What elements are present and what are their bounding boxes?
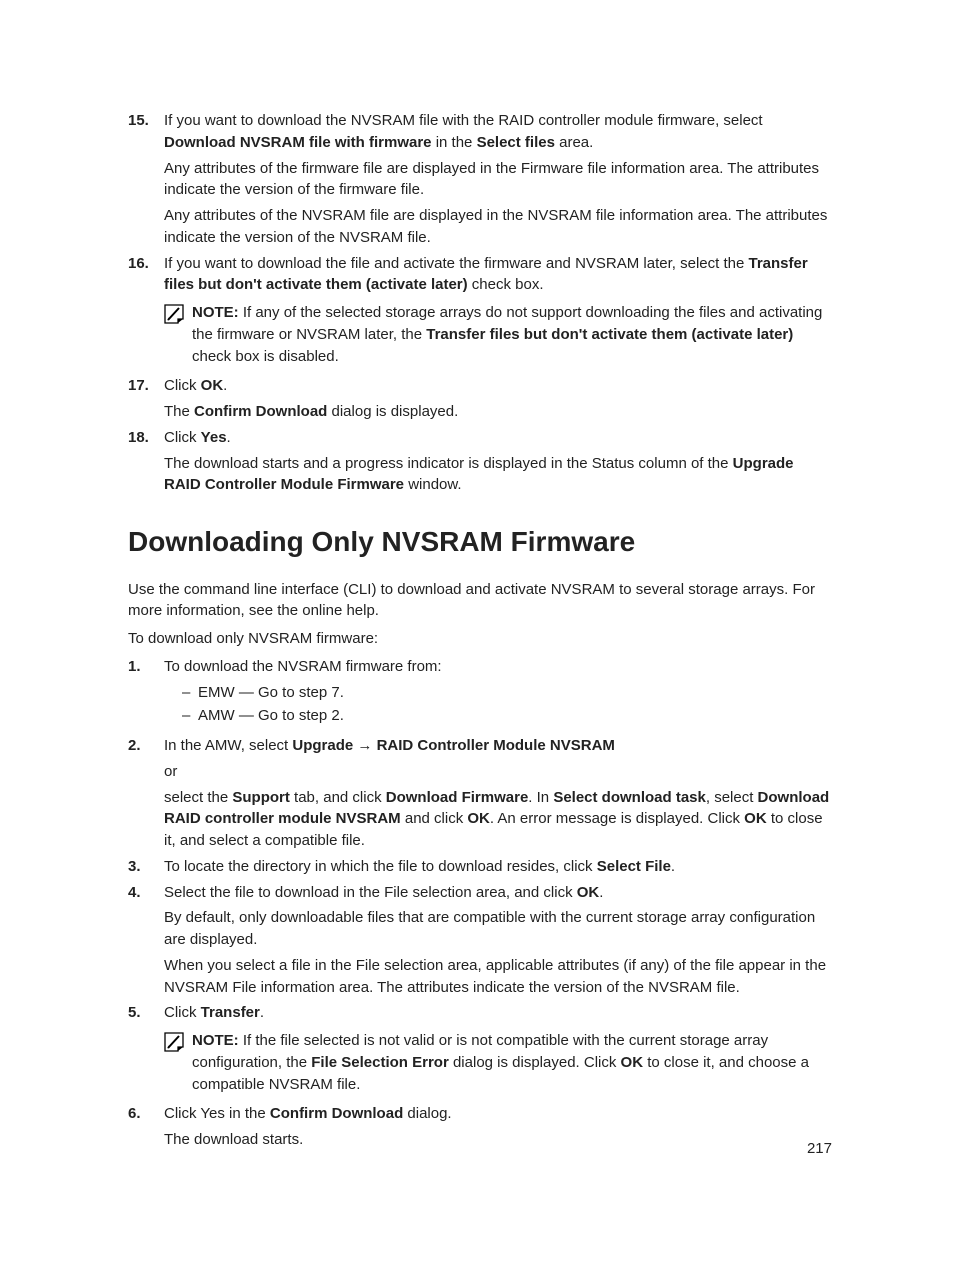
step-number: 15. [128, 110, 164, 249]
step-text: When you select a file in the File selec… [164, 955, 832, 999]
ordered-step: 5.Click Transfer. NOTE: If the file selec… [128, 1002, 832, 1099]
section-heading: Downloading Only NVSRAM Firmware [128, 522, 832, 563]
step-text: Any attributes of the NVSRAM file are di… [164, 205, 832, 249]
sub-list: –EMW — Go to step 7.–AMW — Go to step 2. [182, 682, 832, 728]
ordered-step: 3.To locate the directory in which the f… [128, 856, 832, 878]
step-text: Click Transfer. [164, 1002, 832, 1024]
ordered-step: 17.Click OK. The Confirm Download dialog … [128, 375, 832, 423]
step-text: Select the file to download in the File … [164, 882, 832, 904]
step-text: The download starts. [164, 1129, 832, 1151]
note-block: NOTE: If any of the selected storage arr… [164, 302, 832, 367]
step-number: 1. [128, 656, 164, 731]
intro-text: To download only NVSRAM firmware: [128, 628, 832, 650]
step-text: select the Support tab, and click Downlo… [164, 787, 832, 852]
ordered-step: 1.To download the NVSRAM firmware from: –… [128, 656, 832, 731]
step-text: To locate the directory in which the fil… [164, 856, 832, 878]
intro-text: Use the command line interface (CLI) to … [128, 579, 832, 623]
ordered-step: 15.If you want to download the NVSRAM fi… [128, 110, 832, 249]
step-text: To download the NVSRAM firmware from: [164, 656, 832, 678]
step-text: The download starts and a progress indic… [164, 453, 832, 497]
step-text: Click Yes. [164, 427, 832, 449]
note-text: NOTE: If the file selected is not valid … [192, 1030, 832, 1095]
step-text: In the AMW, select Upgrade → RAID Contro… [164, 735, 832, 757]
ordered-step: 18.Click Yes. The download starts and a p… [128, 427, 832, 496]
step-number: 17. [128, 375, 164, 423]
steps-list-b: 1.To download the NVSRAM firmware from: –… [128, 656, 832, 1151]
step-text: If you want to download the file and act… [164, 253, 832, 297]
step-number: 16. [128, 253, 164, 372]
step-number: 18. [128, 427, 164, 496]
step-number: 5. [128, 1002, 164, 1099]
step-number: 6. [128, 1103, 164, 1151]
step-number: 4. [128, 882, 164, 999]
step-text: The Confirm Download dialog is displayed… [164, 401, 832, 423]
step-text: Any attributes of the firmware file are … [164, 158, 832, 202]
page-number: 217 [807, 1138, 832, 1160]
ordered-step: 4.Select the file to download in the Fil… [128, 882, 832, 999]
steps-list-a: 15.If you want to download the NVSRAM fi… [128, 110, 832, 496]
step-text: If you want to download the NVSRAM file … [164, 110, 832, 154]
step-text: Click OK. [164, 375, 832, 397]
step-text: By default, only downloadable files that… [164, 907, 832, 951]
step-number: 3. [128, 856, 164, 878]
sub-list-item: –AMW — Go to step 2. [182, 705, 832, 727]
step-number: 2. [128, 735, 164, 852]
ordered-step: 16.If you want to download the file and … [128, 253, 832, 372]
step-text: Click Yes in the Confirm Download dialog… [164, 1103, 832, 1125]
note-text: NOTE: If any of the selected storage arr… [192, 302, 832, 367]
ordered-step: 2.In the AMW, select Upgrade → RAID Cont… [128, 735, 832, 852]
ordered-step: 6.Click Yes in the Confirm Download dial… [128, 1103, 832, 1151]
sub-list-item: –EMW — Go to step 7. [182, 682, 832, 704]
step-text: or [164, 761, 832, 783]
note-icon [164, 1032, 184, 1052]
note-block: NOTE: If the file selected is not valid … [164, 1030, 832, 1095]
intro-block: Use the command line interface (CLI) to … [128, 579, 832, 650]
note-icon [164, 304, 184, 324]
